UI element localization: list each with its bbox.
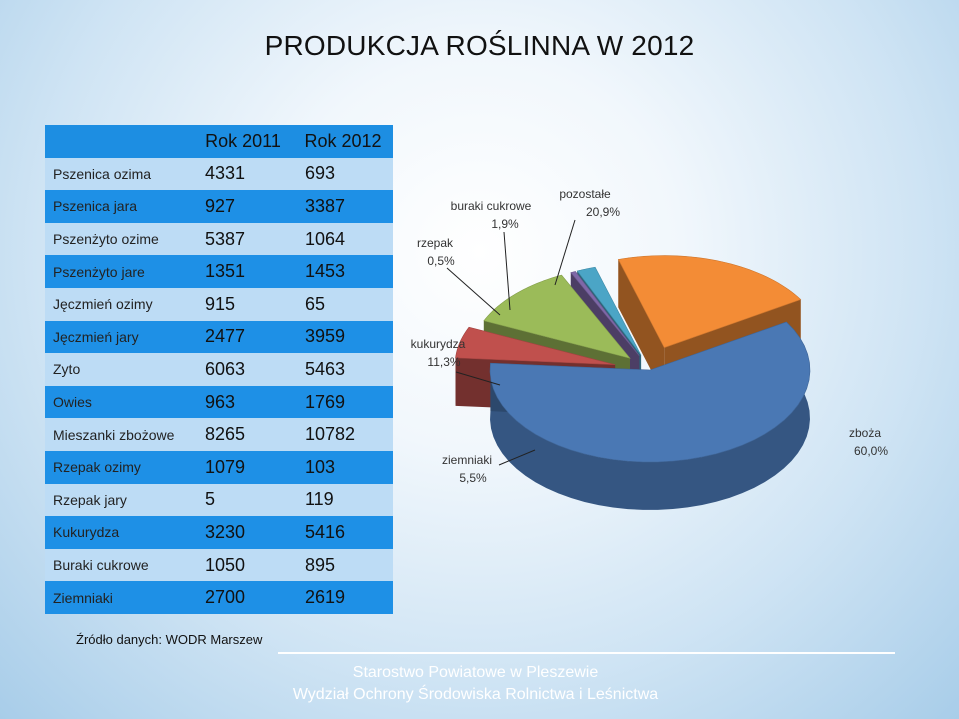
table-row: Mieszanki zbożowe 8265 10782 xyxy=(45,418,393,451)
table-row: Buraki cukrowe 1050 895 xyxy=(45,548,393,582)
leader-line xyxy=(554,219,576,286)
slice-value: 1,9% xyxy=(491,217,519,231)
value-2012: 1064 xyxy=(293,222,393,256)
row-name: Rzepak ozimy xyxy=(45,450,193,484)
table-header-2011: Rok 2011 xyxy=(193,125,293,158)
source-note: Źródło danych: WODR Marszew xyxy=(76,632,263,647)
value-2011: 3230 xyxy=(193,516,293,549)
leader-line xyxy=(446,267,501,316)
slice-label: ziemniaki xyxy=(442,453,492,467)
row-name: Pszenżyto jare xyxy=(45,255,193,288)
pie-slice-zboża xyxy=(489,321,811,510)
value-2011: 6063 xyxy=(193,353,293,386)
row-name: Kukurydza xyxy=(45,516,193,549)
value-2012: 3387 xyxy=(293,190,393,223)
value-2011: 4331 xyxy=(193,157,293,191)
value-2011: 1079 xyxy=(193,450,293,484)
table-row: Pszenica ozima 4331 693 xyxy=(45,157,393,191)
row-name: Jęczmień jary xyxy=(45,320,193,354)
table-header-2012: Rok 2012 xyxy=(293,125,393,158)
slice-value: 5,5% xyxy=(459,471,487,485)
table-row: Owies 963 1769 xyxy=(45,385,393,419)
slice-label: rzepak xyxy=(417,236,454,250)
table-row: Rzepak ozimy 1079 103 xyxy=(45,450,393,484)
slice-value: 11,3% xyxy=(427,355,460,369)
value-2012: 1453 xyxy=(293,255,393,288)
value-2012: 5416 xyxy=(293,516,393,549)
slice-value: 20,9% xyxy=(586,205,620,219)
table-row: Zyto 6063 5463 xyxy=(45,353,393,386)
table-row: Ziemniaki 2700 2619 xyxy=(45,581,393,614)
slice-value: 60,0% xyxy=(854,444,888,458)
value-2011: 8265 xyxy=(193,418,293,451)
value-2012: 5463 xyxy=(293,353,393,386)
value-2011: 927 xyxy=(193,190,293,223)
value-2012: 895 xyxy=(293,548,393,582)
footer-divider xyxy=(278,652,895,654)
leader-line xyxy=(498,449,536,466)
table-row: Pszenżyto jare 1351 1453 xyxy=(45,255,393,288)
row-name: Pszenica ozima xyxy=(45,157,193,191)
production-table: Rok 2011 Rok 2012 Pszenica ozima 4331 693 P… xyxy=(45,125,393,614)
row-name: Jęczmień ozimy xyxy=(45,287,193,321)
slice-label: kukurydza xyxy=(411,337,466,351)
table-header-empty xyxy=(45,125,193,158)
table-row: Kukurydza 3230 5416 xyxy=(45,516,393,549)
table-row: Rzepak jary 5 119 xyxy=(45,483,393,517)
value-2012: 10782 xyxy=(293,418,393,451)
value-2012: 693 xyxy=(293,157,393,191)
value-2011: 5387 xyxy=(193,222,293,256)
value-2011: 915 xyxy=(193,287,293,321)
value-2011: 2700 xyxy=(193,581,293,614)
value-2012: 103 xyxy=(293,450,393,484)
table-row: Jęczmień ozimy 915 65 xyxy=(45,287,393,321)
value-2011: 2477 xyxy=(193,320,293,354)
table-row: Jęczmień jary 2477 3959 xyxy=(45,320,393,354)
table-row: Pszenica jara 927 3387 xyxy=(45,190,393,223)
table-header-row: Rok 2011 Rok 2012 xyxy=(45,125,393,158)
value-2011: 5 xyxy=(193,483,293,517)
value-2011: 963 xyxy=(193,385,293,419)
slice-value: 0,5% xyxy=(427,254,455,268)
row-name: Owies xyxy=(45,385,193,419)
pie-chart: zboża 60,0% ziemniaki 5,5% kukurydza 11,3% rze… xyxy=(411,187,888,510)
value-2012: 3959 xyxy=(293,320,393,354)
value-2012: 2619 xyxy=(293,581,393,614)
row-name: Mieszanki zbożowe xyxy=(45,418,193,451)
row-name: Zyto xyxy=(45,353,193,386)
value-2012: 119 xyxy=(293,483,393,517)
value-2011: 1351 xyxy=(193,255,293,288)
slice-label: buraki cukrowe xyxy=(451,199,532,213)
row-name: Rzepak jary xyxy=(45,483,193,517)
footer-line-2: Wydział Ochrony Środowiska Rolnictwa i L… xyxy=(292,686,659,703)
slice-label: zboża xyxy=(849,426,881,440)
value-2011: 1050 xyxy=(193,548,293,582)
value-2012: 65 xyxy=(293,287,393,321)
row-name: Pszenica jara xyxy=(45,190,193,223)
row-name: Pszenżyto ozime xyxy=(45,222,193,256)
table-row: Pszenżyto ozime 5387 1064 xyxy=(45,222,393,256)
slice-label: pozostałe xyxy=(559,187,611,201)
value-2012: 1769 xyxy=(293,385,393,419)
page-title: PRODUKCJA ROŚLINNA W 2012 xyxy=(264,30,695,61)
row-name: Buraki cukrowe xyxy=(45,548,193,582)
leader-line xyxy=(503,231,511,311)
leader-line xyxy=(455,371,501,386)
row-name: Ziemniaki xyxy=(45,581,193,614)
footer-line-1: Starostwo Powiatowe w Pleszewie xyxy=(352,664,599,681)
